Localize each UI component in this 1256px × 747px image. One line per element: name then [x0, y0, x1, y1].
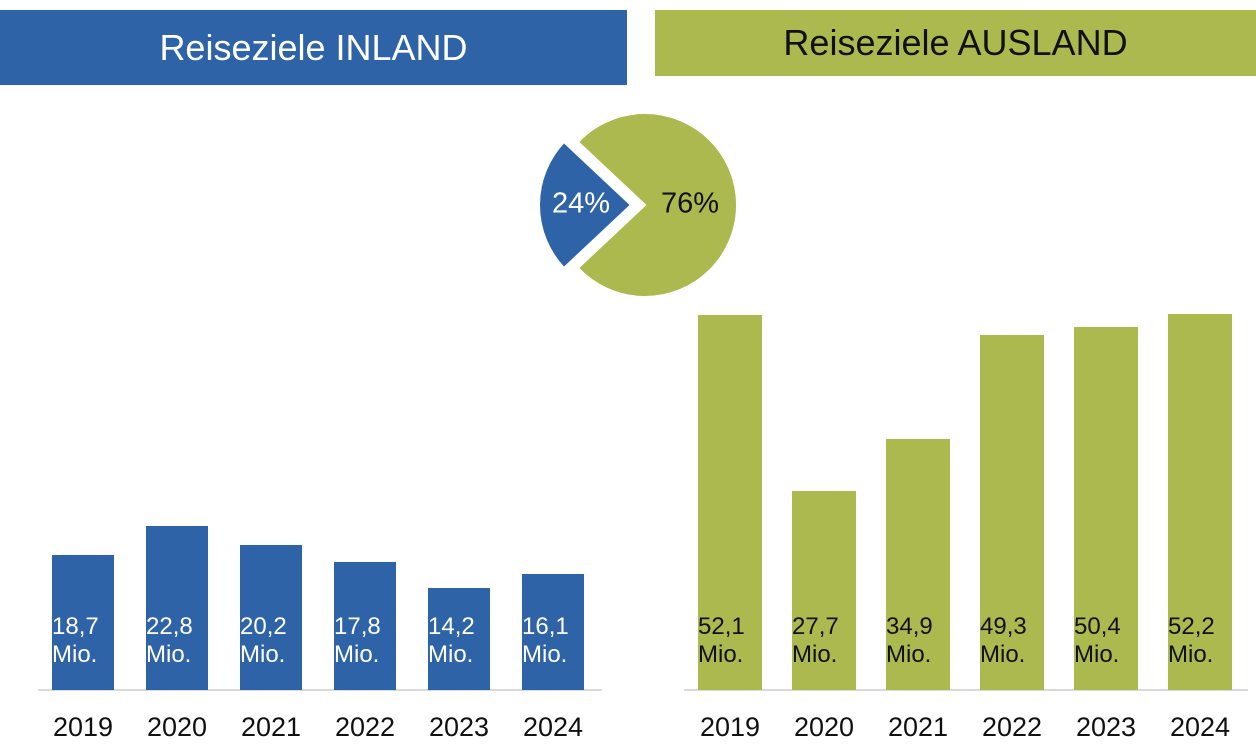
pie-chart: 24% 76%: [538, 112, 738, 298]
baseline: [38, 689, 602, 691]
pie-label: 24%: [552, 188, 610, 220]
year-label: 2020: [146, 712, 208, 742]
value-label: 14,2 Mio.: [428, 613, 475, 668]
header-ausland: Reiseziele AUSLAND: [655, 10, 1256, 76]
year-label: 2021: [887, 712, 949, 742]
value-label: 50,4 Mio.: [1074, 613, 1121, 668]
value-label: 27,7 Mio.: [792, 613, 839, 668]
value-label: 17,8 Mio.: [334, 613, 381, 668]
bar: [980, 335, 1044, 690]
bar: [146, 525, 208, 690]
bar: [52, 555, 114, 690]
year-label: 2024: [522, 712, 584, 742]
value-label: 16,1 Mio.: [522, 613, 569, 668]
year-label: 2019: [52, 712, 114, 742]
bar: [334, 561, 396, 690]
bar: [522, 574, 584, 690]
bar: [1074, 327, 1138, 690]
bar: [428, 587, 490, 690]
pie-slice: [538, 140, 633, 270]
value-label: 52,2 Mio.: [1168, 613, 1215, 668]
value-label: 52,1 Mio.: [698, 613, 745, 668]
year-label: 2019: [699, 712, 761, 742]
value-label: 18,7 Mio.: [52, 613, 99, 668]
header-inland: Reiseziele INLAND: [0, 10, 627, 85]
bar: [792, 490, 856, 690]
pie-label: 76%: [661, 188, 719, 220]
value-label: 49,3 Mio.: [980, 613, 1027, 668]
bar: [698, 314, 762, 690]
year-label: 2022: [334, 712, 396, 742]
bar: [1168, 314, 1232, 690]
value-label: 22,8 Mio.: [146, 613, 193, 668]
year-label: 2023: [1075, 712, 1137, 742]
value-label: 20,2 Mio.: [240, 613, 287, 668]
year-label: 2023: [428, 712, 490, 742]
year-label: 2021: [240, 712, 302, 742]
pie-slice: [576, 112, 738, 298]
baseline: [684, 689, 1248, 691]
bar: [240, 544, 302, 690]
year-label: 2024: [1169, 712, 1231, 742]
year-label: 2020: [793, 712, 855, 742]
value-label: 34,9 Mio.: [886, 613, 933, 668]
bar: [886, 438, 950, 690]
year-label: 2022: [981, 712, 1043, 742]
